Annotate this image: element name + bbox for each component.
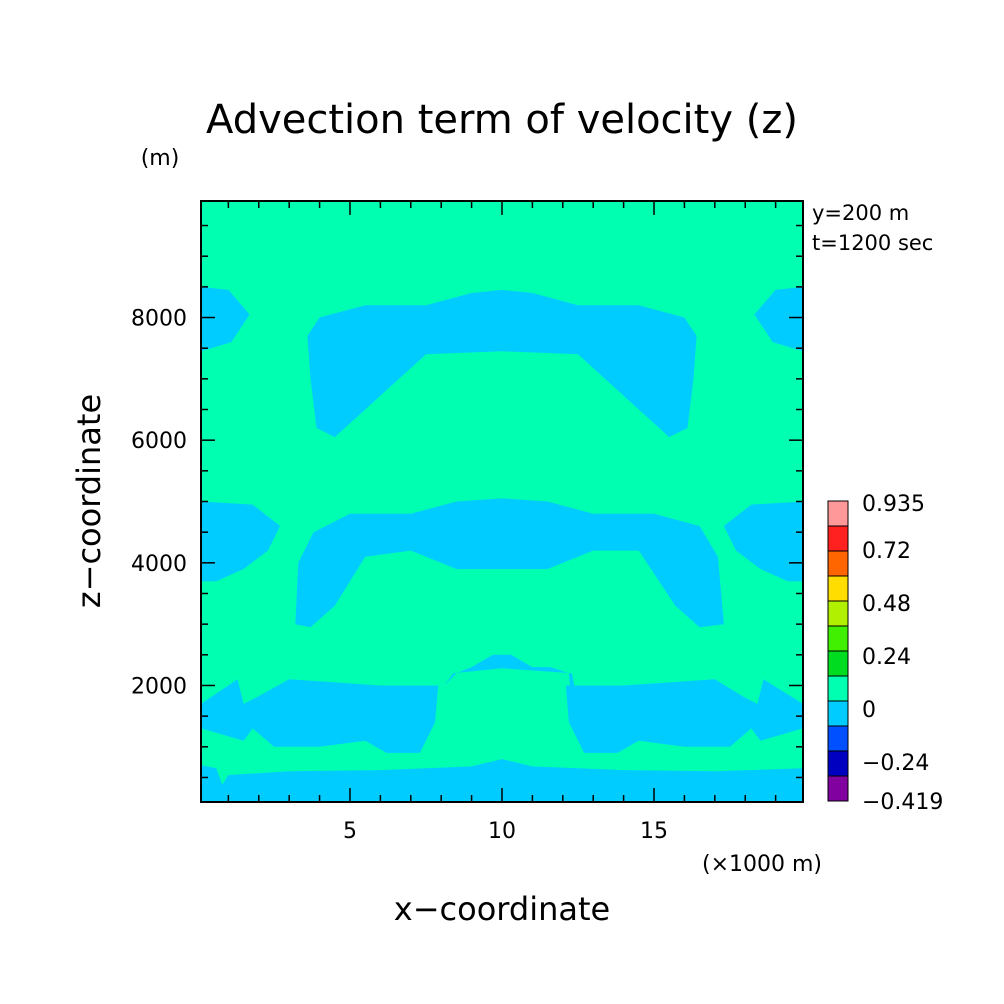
- colorbar-label: −0.419: [862, 790, 943, 815]
- y-tick-label: 8000: [131, 307, 187, 332]
- contour-region-upper-left-edge: [201, 286, 250, 352]
- colorbar-swatch: [827, 500, 849, 527]
- colorbar-label: 0.935: [862, 492, 925, 517]
- contour-region-upper-band: [307, 289, 697, 438]
- y-axis: 2000 4000 6000 8000: [131, 307, 187, 700]
- colorbar-swatch: [827, 750, 849, 777]
- contour-region-lower-band: [201, 759, 803, 802]
- colorbar-swatch: [827, 525, 849, 552]
- colorbar-swatch: [827, 775, 849, 802]
- contour-region-right-lower-lobe: [565, 679, 803, 753]
- x-axis: 5 10 15: [343, 819, 668, 844]
- plot-area: [200, 200, 804, 803]
- colorbar-label: −0.24: [862, 751, 929, 776]
- colorbar-swatch: [827, 650, 849, 677]
- y-axis-label: z−coordinate: [70, 394, 108, 608]
- y-tick-label: 6000: [131, 429, 187, 454]
- colorbar-swatch: [827, 725, 849, 752]
- y-tick-label: 2000: [131, 674, 187, 699]
- contour-region-middle-band: [295, 498, 724, 628]
- colorbar-swatch: [827, 575, 849, 602]
- annotation-t: t=1200 sec: [812, 231, 933, 255]
- annotation-y: y=200 m: [812, 201, 909, 225]
- colorbar-label: 0.72: [862, 539, 911, 564]
- contour-region-left-lower-lobe: [201, 679, 439, 753]
- x-tick-label: 5: [343, 819, 357, 844]
- contour-region-middle-right-edge: [723, 501, 803, 582]
- colorbar-swatch: [827, 600, 849, 627]
- y-unit-label: (m): [141, 146, 180, 171]
- colorbar-label: 0.48: [862, 592, 911, 617]
- x-unit-label: (×1000 m): [702, 852, 822, 877]
- colorbar-swatch: [827, 675, 849, 702]
- colorbar-swatch: [827, 625, 849, 652]
- colorbar-swatch: [827, 700, 849, 727]
- colorbar: −0.419 −0.24 0 0.24 0.48 0.72 0.935: [827, 492, 943, 815]
- minor-ticks: [201, 201, 803, 802]
- x-tick-label: 10: [488, 819, 516, 844]
- chart-title: Advection term of velocity (z): [206, 97, 798, 143]
- x-tick-label: 15: [640, 819, 668, 844]
- colorbar-label: 0: [862, 698, 876, 723]
- contour-region-middle-left-edge: [201, 501, 281, 582]
- contour-region-upper-right-edge: [754, 286, 803, 352]
- y-tick-label: 4000: [131, 552, 187, 577]
- colorbar-label: 0.24: [862, 645, 911, 670]
- x-axis-label: x−coordinate: [394, 890, 610, 928]
- colorbar-swatch: [827, 550, 849, 577]
